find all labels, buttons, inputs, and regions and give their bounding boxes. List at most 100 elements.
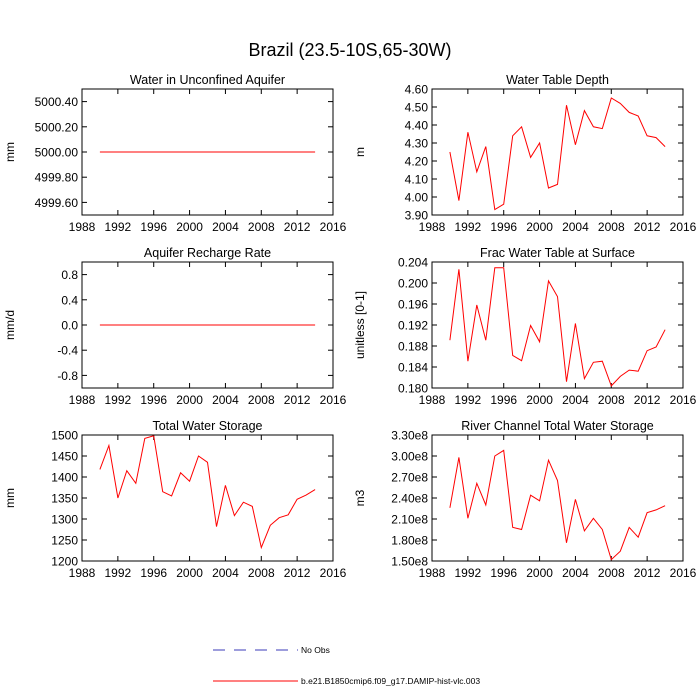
x-tick-label: 1996 [490,566,517,580]
x-tick-label: 2004 [562,566,589,580]
x-tick-label: 1992 [105,393,132,407]
y-tick-label: 4999.60 [35,196,79,210]
y-tick-label: 1500 [51,429,78,443]
x-tick-label: 2016 [670,566,697,580]
x-tick-label: 1992 [455,566,482,580]
y-axis-label: m3 [353,489,367,506]
x-tick-label: 1992 [105,566,132,580]
x-tick-label: 1992 [455,393,482,407]
x-tick-label: 2012 [634,220,661,234]
y-tick-label: 1.80e8 [391,534,428,548]
plot-frame [81,261,334,389]
x-tick-label: 1988 [419,393,446,407]
y-tick-label: 3.90 [405,209,429,223]
x-tick-label: 2000 [526,220,553,234]
y-tick-label: 1450 [51,450,78,464]
x-tick-label: 1992 [455,220,482,234]
x-tick-label: 2000 [526,566,553,580]
x-tick-label: 2012 [634,393,661,407]
x-tick-label: 1988 [69,393,96,407]
y-tick-label: 0.180 [398,382,428,396]
y-tick-label: 0.8 [61,268,78,282]
x-tick-label: 2016 [320,220,347,234]
panel-title: Total Water Storage [152,419,262,433]
x-tick-label: 2012 [634,566,661,580]
x-tick-label: 2008 [248,566,275,580]
series-line [449,449,666,561]
panel-2: Water Table Depth m 1988 1992 1996 2000 2004 20… [353,73,697,234]
y-tick-label: 1200 [51,555,78,569]
x-tick-label: 2008 [248,220,275,234]
panel-4: Frac Water Table at Surface unitless [0-1… [353,246,697,407]
y-tick-label: 0.0 [61,319,78,333]
y-axis-label: mm [3,488,17,508]
x-tick-label: 1996 [140,220,167,234]
x-tick-label: 2008 [598,393,625,407]
x-tick-label: 1988 [69,220,96,234]
legend-model-label: b.e21.B1850cmip6.f09_g17.DAMIP-hist-vlc.… [301,676,480,686]
x-tick-label: 2016 [320,393,347,407]
x-tick-label: 2008 [248,393,275,407]
x-tick-label: 2004 [212,393,239,407]
y-tick-label: 4.60 [405,83,429,97]
y-tick-label: 1300 [51,513,78,527]
series-line [449,97,666,211]
y-tick-label: 1350 [51,492,78,506]
y-axis-label: mm [3,142,17,162]
panel-title: Frac Water Table at Surface [480,246,635,260]
x-tick-label: 1992 [105,220,132,234]
x-tick-label: 2004 [562,220,589,234]
y-tick-label: 0.192 [398,319,428,333]
y-tick-label: 5000.20 [35,120,79,134]
plot-frame [81,88,334,216]
y-tick-label: 4999.80 [35,171,79,185]
x-tick-label: 1988 [69,566,96,580]
series-line [449,267,666,387]
plot-frame [431,88,684,216]
legend-no-obs-label: No Obs [301,645,330,655]
y-tick-label: 4.50 [405,101,429,115]
x-tick-label: 2012 [284,393,311,407]
x-tick-label: 2012 [284,566,311,580]
y-tick-label: 1.50e8 [391,555,428,569]
x-tick-label: 1996 [140,393,167,407]
y-tick-label: 4.00 [405,191,429,205]
x-tick-label: 2004 [212,220,239,234]
y-tick-label: 5000.00 [35,146,79,160]
panel-1: Water in Unconfined Aquifer mm 1988 1992 199… [3,73,347,234]
x-tick-label: 2012 [284,220,311,234]
y-axis-label: unitless [0-1] [353,291,367,359]
x-tick-label: 2008 [598,566,625,580]
x-tick-label: 2000 [176,566,203,580]
y-axis-label: m [353,147,367,157]
legend: No Obs b.e21.B1850cmip6.f09_g17.DAMIP-hi… [213,645,480,686]
y-tick-label: 5000.40 [35,95,79,109]
y-tick-label: 2.40e8 [391,492,428,506]
y-tick-label: 4.10 [405,173,429,187]
plot-frame [431,261,684,389]
y-tick-label: 1250 [51,534,78,548]
x-tick-label: 2004 [212,566,239,580]
y-tick-label: 0.4 [61,293,78,307]
y-tick-label: 4.40 [405,119,429,133]
y-tick-label: -0.4 [57,344,78,358]
x-tick-label: 2004 [562,393,589,407]
x-tick-label: 1996 [490,393,517,407]
x-tick-label: 2008 [598,220,625,234]
y-tick-label: 4.20 [405,155,429,169]
plot-frame [81,434,334,562]
main-title: Brazil (23.5-10S,65-30W) [248,40,451,60]
y-tick-label: 3.30e8 [391,429,428,443]
panel-title: Water Table Depth [506,73,609,87]
y-tick-label: 0.196 [398,298,428,312]
panel-3: Aquifer Recharge Rate mm/d 1988 1992 1996 200… [3,246,347,407]
y-tick-label: 2.10e8 [391,513,428,527]
x-tick-label: 2000 [176,220,203,234]
x-tick-label: 1996 [490,220,517,234]
x-tick-label: 2016 [320,566,347,580]
chart-panels: Water in Unconfined Aquifer mm 1988 1992 199… [3,73,697,580]
x-tick-label: 1988 [419,220,446,234]
y-tick-label: 0.204 [398,256,428,270]
y-axis-label: mm/d [3,310,17,340]
